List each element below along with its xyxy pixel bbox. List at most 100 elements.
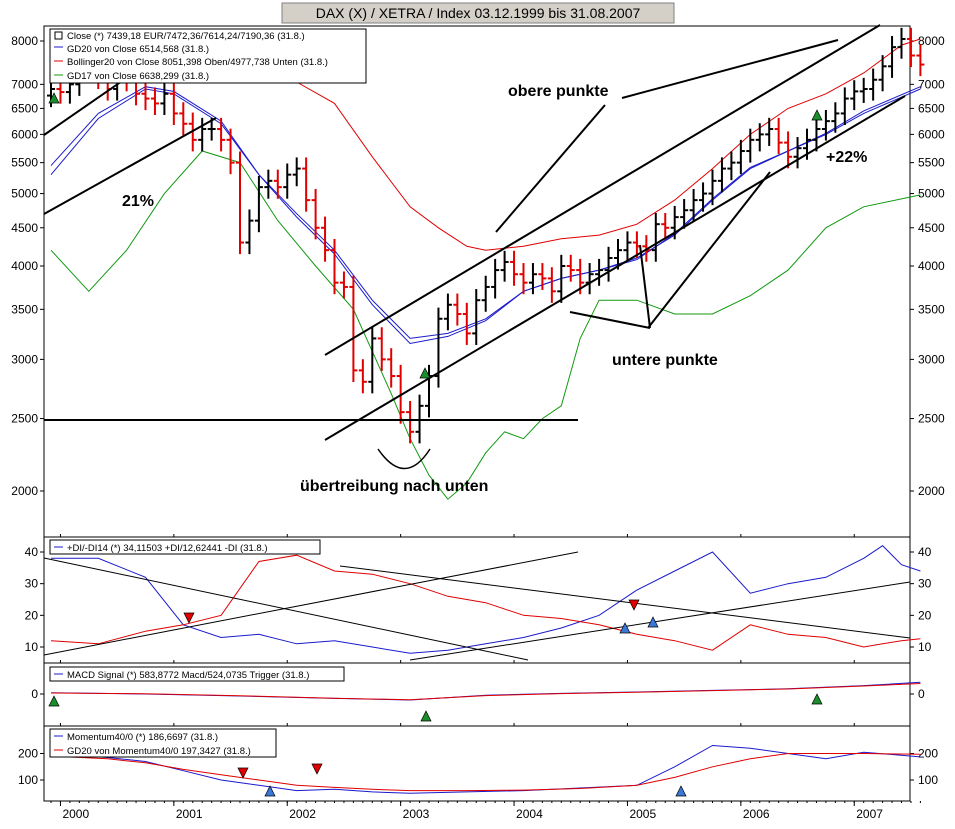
macd-line xyxy=(50,681,921,701)
annotation-uebertreibung: übertreibung nach unten xyxy=(300,478,488,495)
chart-title: DAX (X) / XETRA / Index 03.12.1999 bis 3… xyxy=(316,5,641,21)
dmi-trend-line xyxy=(339,565,911,639)
mom-tick-label-right: 200 xyxy=(918,747,938,761)
buy-signal-marker xyxy=(48,92,60,104)
trend-line xyxy=(43,117,217,215)
macd-trigger-line xyxy=(50,683,921,701)
dmi-tick-label-right: 30 xyxy=(918,577,932,591)
dmi-tick-label-right: 20 xyxy=(918,608,932,622)
x-tick-label: 2006 xyxy=(743,807,770,821)
sell-signal-marker xyxy=(237,767,249,779)
x-tick-label: 2000 xyxy=(62,807,89,821)
y-tick-label-left: 2000 xyxy=(11,484,38,498)
dmi-panel: 40 40 30 30 20 20 10 10 xyxy=(25,545,932,661)
legend-gd17: GD17 von Close 6638,299 (31.8.) xyxy=(67,71,209,82)
x-tick-label: 2004 xyxy=(516,807,543,821)
annotation-22pct: +22% xyxy=(826,149,867,166)
y-tick-label-left: 6000 xyxy=(11,127,38,141)
buy-signal-marker xyxy=(419,367,431,379)
legend-momentum-gd20: GD20 von Momentum40/0 197,3427 (31.8.) xyxy=(67,746,251,757)
gd20-line xyxy=(50,88,921,339)
macd-legend: MACD Signal (*) 583,8772 Macd/524,0735 T… xyxy=(49,666,345,682)
trend-line xyxy=(621,39,839,99)
momentum-panel: 200 200 100 100 xyxy=(18,744,938,797)
y-tick-label-right: 5000 xyxy=(918,187,945,201)
buy-signal-marker xyxy=(48,695,60,707)
gd17-line xyxy=(50,86,921,345)
y-tick-label-right: 8000 xyxy=(918,34,945,48)
y-tick-label-right: 7000 xyxy=(918,77,945,91)
minus-di-line xyxy=(50,554,921,651)
y-tick-label-left: 2500 xyxy=(11,412,38,426)
bollinger-upper-line xyxy=(296,38,921,251)
dmi-tick-label-left: 20 xyxy=(25,608,39,622)
legend-bollinger: Bollinger20 von Close 8051,398 Oben/4977… xyxy=(67,57,328,68)
momentum-gd20-line xyxy=(50,753,921,792)
legend-macd: MACD Signal (*) 583,8772 Macd/524,0735 T… xyxy=(67,670,309,681)
legend-close: Close (*) 7439,18 EUR/7472,36/7614,24/71… xyxy=(67,31,305,42)
annotation-obere-punkte: obere punkte xyxy=(508,83,609,100)
y-tick-label-right: 4000 xyxy=(918,259,945,273)
sell-signal-marker xyxy=(628,599,640,611)
y-tick-label-left: 4000 xyxy=(11,259,38,273)
x-tick-label: 2005 xyxy=(629,807,656,821)
dmi-panel-frame xyxy=(43,536,911,664)
y-tick-label-left: 3000 xyxy=(11,352,38,366)
dmi-legend: +DI/-DI14 (*) 34,11503 +DI/12,62441 -DI … xyxy=(49,539,321,555)
sell-signal-marker xyxy=(183,612,195,624)
legend-dmi: +DI/-DI14 (*) 34,11503 +DI/12,62441 -DI … xyxy=(67,543,268,554)
dmi-cross-marker xyxy=(647,616,659,628)
y-tick-label-right: 6000 xyxy=(918,127,945,141)
y-tick-label-left: 4500 xyxy=(11,221,38,235)
main-panel: 8000 8000 7000 7000 6500 6500 6000 6000 5500 5500… xyxy=(11,24,945,500)
trend-line xyxy=(324,95,906,441)
x-tick-label: 2007 xyxy=(856,807,883,821)
momentum-panel-frame xyxy=(43,725,911,802)
y-tick-label-left: 5500 xyxy=(11,156,38,170)
y-tick-label-left: 5000 xyxy=(11,187,38,201)
trend-line xyxy=(639,244,651,329)
trend-line xyxy=(495,104,606,233)
macd-tick-label-left: 0 xyxy=(31,687,38,701)
dmi-trend-line xyxy=(43,557,529,661)
y-tick-label-right: 4500 xyxy=(918,221,945,235)
dmi-trend-line xyxy=(43,551,579,656)
dmi-tick-label-right: 40 xyxy=(918,545,932,559)
main-legend: Close (*) 7439,18 EUR/7472,36/7614,24/71… xyxy=(49,28,367,84)
annotation-21pct: 21% xyxy=(122,193,154,210)
legend-momentum: Momentum40/0 (*) 186,6697 (31.8.) xyxy=(67,732,218,743)
dmi-tick-label-left: 40 xyxy=(25,545,39,559)
trend-line xyxy=(569,311,651,329)
dmi-trend-line xyxy=(409,581,911,661)
trend-line xyxy=(324,24,881,356)
x-tick-label: 2001 xyxy=(176,807,203,821)
sell-signal-marker xyxy=(311,763,323,775)
dmi-cross-marker xyxy=(619,622,631,634)
x-tick-label: 2002 xyxy=(289,807,316,821)
dmi-tick-label-left: 30 xyxy=(25,577,39,591)
mom-tick-label-left: 100 xyxy=(18,773,38,787)
momentum-line xyxy=(50,744,921,794)
y-tick-label-right: 3500 xyxy=(918,302,945,316)
annotation-untere-punkte: untere punkte xyxy=(612,352,718,369)
y-tick-label-left: 3500 xyxy=(11,302,38,316)
x-axis: 2000 2001 2002 2003 2004 2005 2006 2007 xyxy=(50,534,921,821)
trend-line xyxy=(647,171,771,329)
y-tick-label-left: 6500 xyxy=(11,101,38,115)
y-tick-label-left: 8000 xyxy=(11,34,38,48)
buy-signal-marker xyxy=(811,109,823,121)
y-tick-label-right: 2500 xyxy=(918,412,945,426)
dmi-tick-label-right: 10 xyxy=(918,640,932,654)
mom-tick-label-right: 100 xyxy=(918,773,938,787)
mom-tick-label-left: 200 xyxy=(18,747,38,761)
y-tick-label-left: 7000 xyxy=(11,77,38,91)
y-tick-label-right: 5500 xyxy=(918,156,945,170)
momentum-legend: Momentum40/0 (*) 186,6697 (31.8.) GD20 v… xyxy=(49,728,277,758)
plus-di-line xyxy=(51,545,921,654)
y-tick-label-right: 6500 xyxy=(918,101,945,115)
legend-gd20: GD20 von Close 6514,568 (31.8.) xyxy=(67,44,209,55)
exaggeration-arc xyxy=(377,448,431,470)
y-tick-label-right: 2000 xyxy=(918,484,945,498)
